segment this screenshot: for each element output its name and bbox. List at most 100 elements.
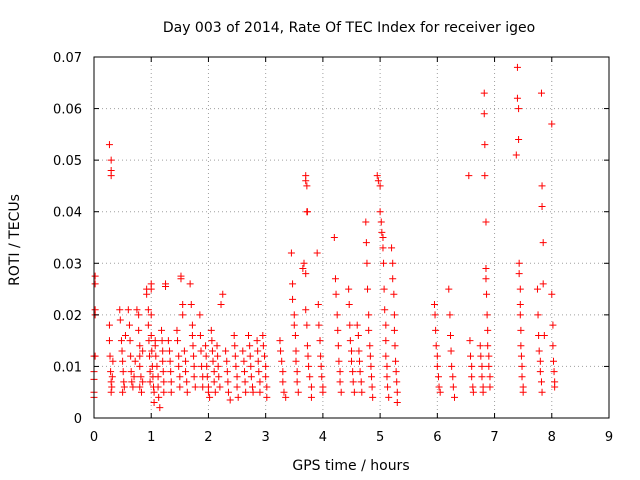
data-point: [382, 337, 390, 345]
data-point: [515, 136, 523, 144]
data-point: [127, 368, 135, 376]
data-point: [468, 373, 476, 381]
data-point: [158, 337, 166, 345]
x-tick-label: 4: [319, 430, 327, 445]
y-tick-label: 0.05: [53, 154, 82, 169]
data-point: [219, 290, 227, 298]
data-point: [289, 280, 297, 288]
data-point: [393, 378, 401, 386]
data-point: [130, 373, 138, 381]
data-point: [254, 357, 262, 365]
data-point: [481, 141, 489, 149]
data-point: [291, 331, 299, 339]
data-point: [550, 368, 558, 376]
data-point: [146, 378, 154, 386]
data-point: [548, 120, 556, 128]
data-point: [383, 373, 391, 381]
data-point: [292, 347, 300, 355]
data-point: [191, 383, 199, 391]
data-point: [144, 306, 152, 314]
data-point: [164, 337, 172, 345]
data-point: [389, 259, 397, 267]
data-point: [519, 388, 527, 396]
data-point: [131, 357, 139, 365]
data-point: [223, 368, 231, 376]
data-point: [240, 357, 248, 365]
data-point: [232, 362, 240, 370]
data-point: [108, 383, 116, 391]
data-point: [307, 383, 315, 391]
y-axis-label: ROTI / TECUs: [7, 194, 23, 286]
data-point: [259, 342, 267, 350]
data-point: [152, 352, 160, 360]
data-point: [364, 285, 372, 293]
data-point: [106, 352, 114, 360]
data-point: [362, 239, 370, 247]
data-point: [434, 373, 442, 381]
data-point: [307, 393, 315, 401]
data-point: [196, 331, 204, 339]
data-point: [482, 218, 490, 226]
data-point: [240, 368, 248, 376]
data-point: [121, 331, 129, 339]
data-point: [223, 357, 231, 365]
data-point: [331, 275, 339, 283]
chart-title: Day 003 of 2014, Rate Of TEC Index for r…: [163, 20, 535, 36]
data-point: [379, 244, 387, 252]
data-point: [315, 321, 323, 329]
data-point: [548, 290, 556, 298]
data-point: [210, 368, 218, 376]
data-point: [485, 362, 493, 370]
data-point: [263, 393, 271, 401]
data-point: [177, 275, 185, 283]
data-point: [537, 378, 545, 386]
data-point: [247, 362, 255, 370]
y-tick-label: 0.03: [53, 257, 82, 272]
data-point: [187, 301, 195, 309]
data-point: [435, 383, 443, 391]
data-point: [355, 347, 363, 355]
data-point: [160, 378, 168, 386]
data-point: [151, 342, 159, 350]
data-point: [486, 383, 494, 391]
data-point: [481, 172, 489, 180]
data-point: [534, 311, 542, 319]
data-point: [231, 352, 239, 360]
data-point: [294, 388, 302, 396]
data-point: [365, 326, 373, 334]
data-point: [107, 156, 115, 164]
data-point: [182, 357, 190, 365]
data-point: [190, 362, 198, 370]
data-point: [147, 331, 155, 339]
y-tick-label: 0: [74, 412, 82, 427]
data-point: [246, 352, 254, 360]
data-point: [446, 311, 454, 319]
data-point: [512, 151, 520, 159]
data-point: [533, 285, 541, 293]
data-point: [380, 285, 388, 293]
data-point: [108, 373, 116, 381]
data-point: [318, 373, 326, 381]
data-point: [150, 388, 158, 396]
data-point: [384, 383, 392, 391]
data-point: [305, 362, 313, 370]
data-point: [105, 321, 113, 329]
data-point: [484, 342, 492, 350]
data-point: [432, 326, 440, 334]
data-point: [224, 378, 232, 386]
data-point: [306, 373, 314, 381]
data-point: [362, 218, 370, 226]
data-point: [539, 280, 547, 288]
data-point: [256, 378, 264, 386]
data-point: [393, 388, 401, 396]
data-point: [392, 357, 400, 365]
data-point: [332, 290, 340, 298]
data-point: [107, 388, 115, 396]
data-point: [202, 352, 210, 360]
data-point: [480, 110, 488, 118]
data-point: [467, 352, 475, 360]
data-point: [159, 347, 167, 355]
data-point: [263, 383, 271, 391]
data-point: [279, 378, 287, 386]
data-point: [302, 306, 310, 314]
